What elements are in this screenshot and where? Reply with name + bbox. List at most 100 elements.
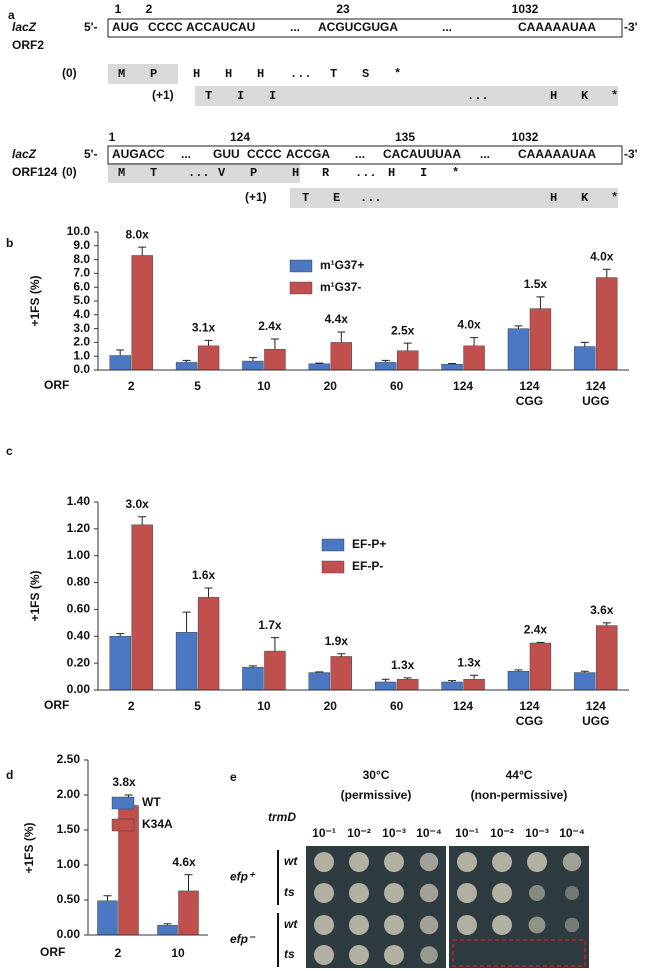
spot <box>314 852 334 872</box>
y-tick-label: 4.0 <box>73 307 90 321</box>
y-tick-label: 1.20 <box>67 521 91 535</box>
residue: H <box>225 67 232 81</box>
y-tick-label: 0.80 <box>67 575 91 589</box>
fold-change: 4.0x <box>457 318 481 332</box>
bar <box>574 672 596 691</box>
y-tick-label: 1.0 <box>73 348 90 362</box>
x-tick-label: 10 <box>257 699 271 713</box>
spot <box>384 915 404 935</box>
condition-note: (non-permissive) <box>471 788 568 802</box>
x-tick-label: 2 <box>127 379 135 393</box>
position-number: 1032 <box>512 2 539 16</box>
spot <box>565 886 579 900</box>
error-bar <box>182 611 191 633</box>
sequence-segment: AUGACC <box>112 147 165 161</box>
five-prime: 5'- <box>84 20 98 34</box>
sequence-box <box>107 18 623 38</box>
error-bar <box>204 587 213 598</box>
bar <box>131 524 153 691</box>
position-number: 23 <box>336 2 350 16</box>
sequence-segment: ... <box>181 147 191 161</box>
spot <box>419 883 439 903</box>
condition-note: (permissive) <box>341 788 412 802</box>
fold-change: 2.4x <box>524 623 548 637</box>
panel-label: d <box>6 768 13 782</box>
legend-swatch <box>111 796 135 810</box>
fold-change: 1.6x <box>192 568 216 582</box>
panel-label: e <box>230 770 237 784</box>
bar <box>529 642 552 691</box>
x-axis-label: ORF <box>44 378 69 392</box>
x-axis-label: ORF <box>40 945 65 959</box>
bar <box>396 350 419 371</box>
y-tick-label: 1.00 <box>67 548 91 562</box>
dilution: 10⁻³ <box>525 826 549 840</box>
strain: wt <box>284 917 298 931</box>
legend-label: EF-P+ <box>352 537 386 551</box>
error-bar <box>470 674 479 680</box>
error-bar <box>116 349 125 356</box>
frame-label: (+1) <box>152 88 174 102</box>
error-bar <box>448 680 457 682</box>
bar <box>157 925 178 936</box>
error-bar <box>403 342 412 351</box>
residue: M <box>118 67 125 81</box>
bar <box>374 362 397 371</box>
x-tick-label: 2 <box>114 946 122 960</box>
residue: ... <box>188 166 210 180</box>
residue: ... <box>360 191 382 205</box>
error-bar <box>580 670 589 673</box>
frame1-shade <box>290 188 618 208</box>
y-tick-label: 9.0 <box>73 238 90 252</box>
residue: I <box>237 89 244 103</box>
group-label: efp⁻ <box>230 932 256 946</box>
fold-change: 1.5x <box>524 277 548 291</box>
sequence-segment: ... <box>355 147 365 161</box>
dilution: 10⁻² <box>347 826 371 840</box>
spot <box>314 945 334 965</box>
panel-label: c <box>6 444 13 458</box>
spot <box>492 852 512 872</box>
spot <box>457 883 477 903</box>
x-tick-label: 124 UGG <box>582 379 610 408</box>
x-tick-label: 5 <box>194 379 201 393</box>
temperature: 30°C <box>363 768 390 782</box>
bar <box>330 342 353 371</box>
spot <box>419 915 439 935</box>
panel-label: a <box>8 8 15 22</box>
residue: K <box>581 191 589 205</box>
y-tick-label: 2.0 <box>73 335 90 349</box>
y-tick-label: 3.0 <box>73 321 90 335</box>
bar <box>374 681 397 691</box>
y-tick-label: 0.00 <box>57 927 81 941</box>
fold-change: 4.6x <box>172 855 196 869</box>
dilution: 10⁻⁴ <box>559 826 585 840</box>
bar <box>197 597 220 691</box>
sequence-segment: ... <box>290 20 300 34</box>
bar <box>175 362 198 371</box>
legend-label: m¹G37+ <box>320 258 364 272</box>
error-bar <box>163 923 172 926</box>
fold-change: 1.3x <box>457 655 481 669</box>
x-tick-label: 124 CGG <box>515 379 544 408</box>
bar <box>596 625 618 691</box>
error-bar <box>536 296 545 309</box>
bar <box>463 679 485 691</box>
y-tick-label: 2.00 <box>57 787 81 801</box>
y-axis-label: +1FS (%) <box>28 570 42 621</box>
bar <box>109 636 131 691</box>
y-tick-label: 1.00 <box>57 857 81 871</box>
sequence-segment: CCCC <box>148 20 183 34</box>
residue: ... <box>355 166 377 180</box>
residue: * <box>394 67 401 81</box>
spot <box>564 917 580 933</box>
error-bar <box>248 357 257 362</box>
frame-label: (0) <box>62 66 77 80</box>
bar <box>242 360 264 371</box>
legend-swatch <box>289 281 313 295</box>
frame-label: (0) <box>62 165 77 179</box>
legend-label: EF-P- <box>352 559 383 573</box>
sequence-segment: CAAAAAUAA <box>518 147 596 161</box>
sequence-segment: ACGUCGUGA <box>318 20 398 34</box>
position-number: 2 <box>146 2 153 16</box>
